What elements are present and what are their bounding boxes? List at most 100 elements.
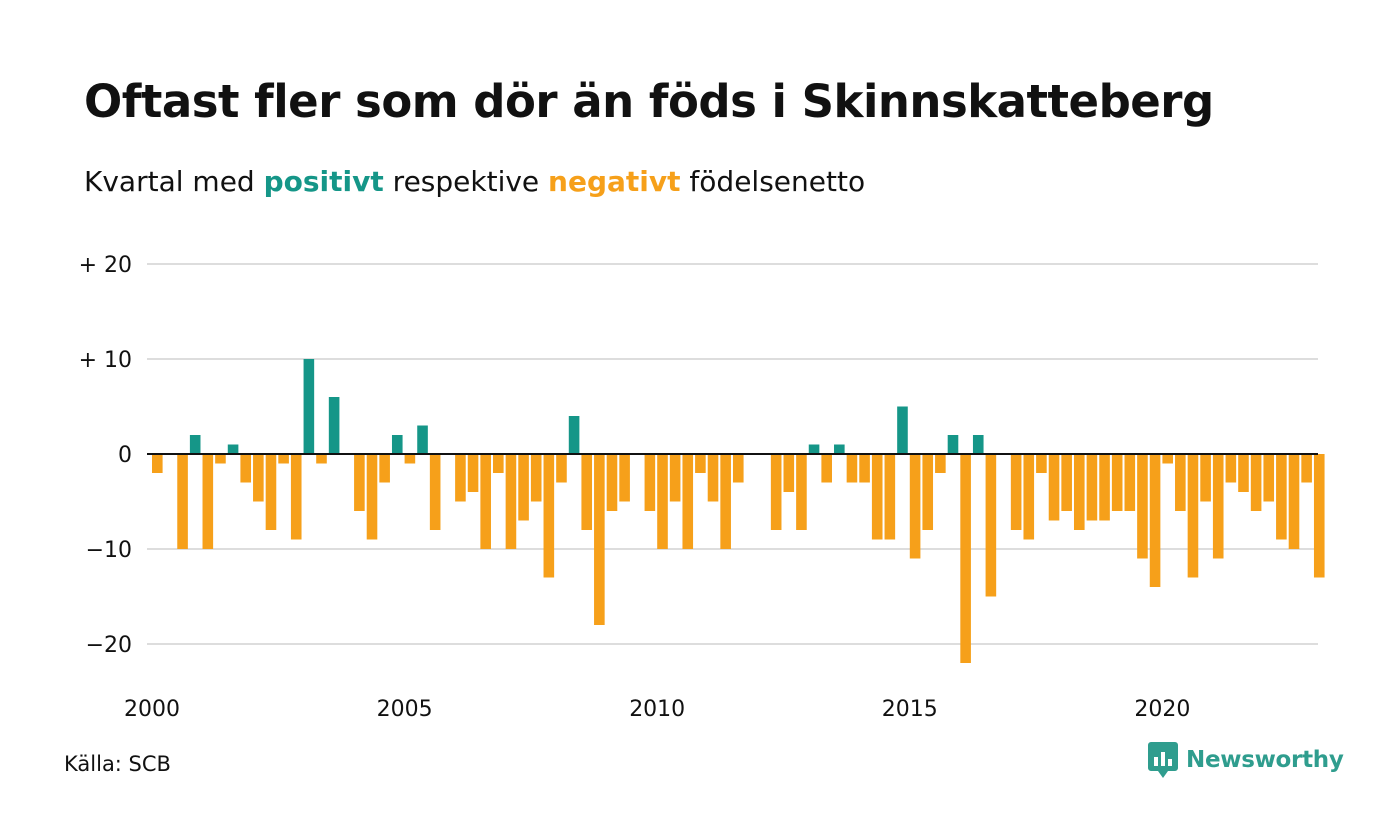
bar xyxy=(429,454,441,530)
bar xyxy=(1225,454,1237,483)
bar xyxy=(278,454,289,464)
bar xyxy=(834,444,845,454)
bar xyxy=(253,454,264,502)
bar xyxy=(1023,454,1035,540)
bar xyxy=(1073,454,1085,530)
bar xyxy=(455,454,466,502)
bar xyxy=(581,454,593,530)
bar xyxy=(189,435,201,454)
bar xyxy=(530,454,542,502)
x-tick-label: 2010 xyxy=(629,697,685,722)
bar xyxy=(783,454,795,492)
grid-layer xyxy=(147,263,1318,645)
bar xyxy=(1238,454,1249,492)
bar xyxy=(594,454,605,625)
brand-logo: Newsworthy xyxy=(1148,742,1344,778)
bar xyxy=(556,454,567,483)
bar xyxy=(796,454,807,530)
chart-subtitle: Kvartal med positivt respektive negativt… xyxy=(84,162,865,202)
bar xyxy=(897,406,908,454)
bar xyxy=(493,454,504,473)
bar xyxy=(695,454,706,473)
bar xyxy=(682,454,694,549)
bar xyxy=(1061,454,1072,511)
bar xyxy=(1301,454,1312,483)
bar xyxy=(922,454,934,530)
y-axis-ticks: + 20 + 10 0 −10 −20 xyxy=(79,253,132,658)
y-tick-label: + 20 xyxy=(79,253,132,278)
bar xyxy=(518,454,529,521)
bar xyxy=(391,435,403,454)
x-tick-label: 2015 xyxy=(882,697,938,722)
bar xyxy=(770,454,782,530)
bar xyxy=(884,454,896,540)
y-tick-label: + 10 xyxy=(79,348,132,373)
bar xyxy=(707,454,719,502)
bar xyxy=(1263,454,1275,502)
bar xyxy=(404,454,416,464)
bar xyxy=(366,454,378,540)
bar xyxy=(1010,454,1022,530)
x-tick-label: 2020 xyxy=(1134,697,1190,722)
bar xyxy=(972,435,984,454)
x-tick-label: 2000 xyxy=(124,697,180,722)
bar xyxy=(177,454,188,549)
bar xyxy=(859,454,870,483)
bar xyxy=(669,454,681,502)
bar xyxy=(644,454,656,511)
bar xyxy=(240,454,252,483)
bar xyxy=(202,454,214,549)
x-axis-ticks: 2000 2005 2010 2015 2020 xyxy=(124,697,1190,722)
bar xyxy=(417,425,428,454)
bar xyxy=(657,454,668,549)
net-birth-bar-chart: + 20 + 10 0 −10 −20 2000 2005 2010 2015 2020 xyxy=(79,253,1325,722)
bar xyxy=(505,454,517,549)
bar xyxy=(1124,454,1136,511)
bar xyxy=(480,454,491,549)
bar xyxy=(985,454,997,597)
y-tick-label: −10 xyxy=(86,538,132,563)
bar xyxy=(1313,454,1325,578)
bar xyxy=(1200,454,1211,502)
bar xyxy=(935,454,946,473)
subtitle-prefix: Kvartal med xyxy=(84,165,264,198)
brand-name: Newsworthy xyxy=(1186,747,1344,773)
bar xyxy=(1276,454,1287,540)
bar xyxy=(1099,454,1110,521)
bar xyxy=(265,454,277,530)
bar xyxy=(328,397,340,454)
bar xyxy=(1187,454,1199,578)
x-tick-label: 2005 xyxy=(377,697,433,722)
bar xyxy=(1162,454,1173,464)
bar xyxy=(821,454,832,483)
bar xyxy=(846,454,858,483)
bar xyxy=(1111,454,1123,511)
bar xyxy=(960,454,971,663)
bar xyxy=(1149,454,1161,587)
bar xyxy=(152,454,163,473)
bar-layer xyxy=(152,359,1325,663)
bar xyxy=(720,454,731,549)
bar xyxy=(1036,454,1047,473)
bar xyxy=(1137,454,1148,559)
bar xyxy=(290,454,302,540)
bar xyxy=(619,454,630,502)
bar xyxy=(568,416,580,454)
bar xyxy=(1175,454,1186,511)
bar xyxy=(354,454,365,511)
bar xyxy=(227,444,239,454)
bar xyxy=(808,444,820,454)
y-tick-label: −20 xyxy=(86,633,132,658)
bar xyxy=(871,454,883,540)
bar xyxy=(379,454,390,483)
bar xyxy=(1048,454,1060,521)
chart-title: Oftast fler som dör än föds i Skinnskatt… xyxy=(84,75,1214,128)
bar xyxy=(215,454,226,464)
bar xyxy=(303,359,315,454)
bar xyxy=(316,454,327,464)
subtitle-middle: respektive xyxy=(383,165,549,198)
source-note: Källa: SCB xyxy=(64,752,171,776)
bar xyxy=(1212,454,1224,559)
bar xyxy=(909,454,921,559)
bar xyxy=(947,435,959,454)
